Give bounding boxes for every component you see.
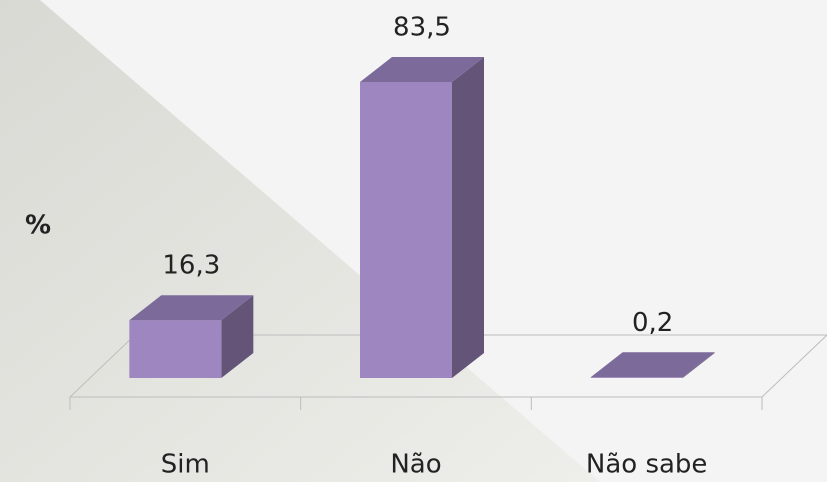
- x-tick-label: Sim: [161, 450, 210, 480]
- x-tick-label: Não: [390, 450, 441, 480]
- value-label: 83,5: [393, 13, 451, 43]
- bar-side: [221, 295, 254, 378]
- bar-top: [129, 295, 254, 321]
- bar-side: [452, 57, 484, 378]
- bar-top: [590, 352, 715, 378]
- bar-top: [360, 57, 484, 82]
- x-tick-label: Não sabe: [586, 450, 708, 480]
- bar-side: [682, 352, 715, 378]
- bar: [129, 320, 222, 378]
- bar: [360, 82, 452, 378]
- value-label: 16,3: [162, 251, 220, 281]
- bar: [590, 377, 683, 378]
- value-label: 0,2: [632, 308, 673, 338]
- y-axis-label: %: [25, 211, 51, 241]
